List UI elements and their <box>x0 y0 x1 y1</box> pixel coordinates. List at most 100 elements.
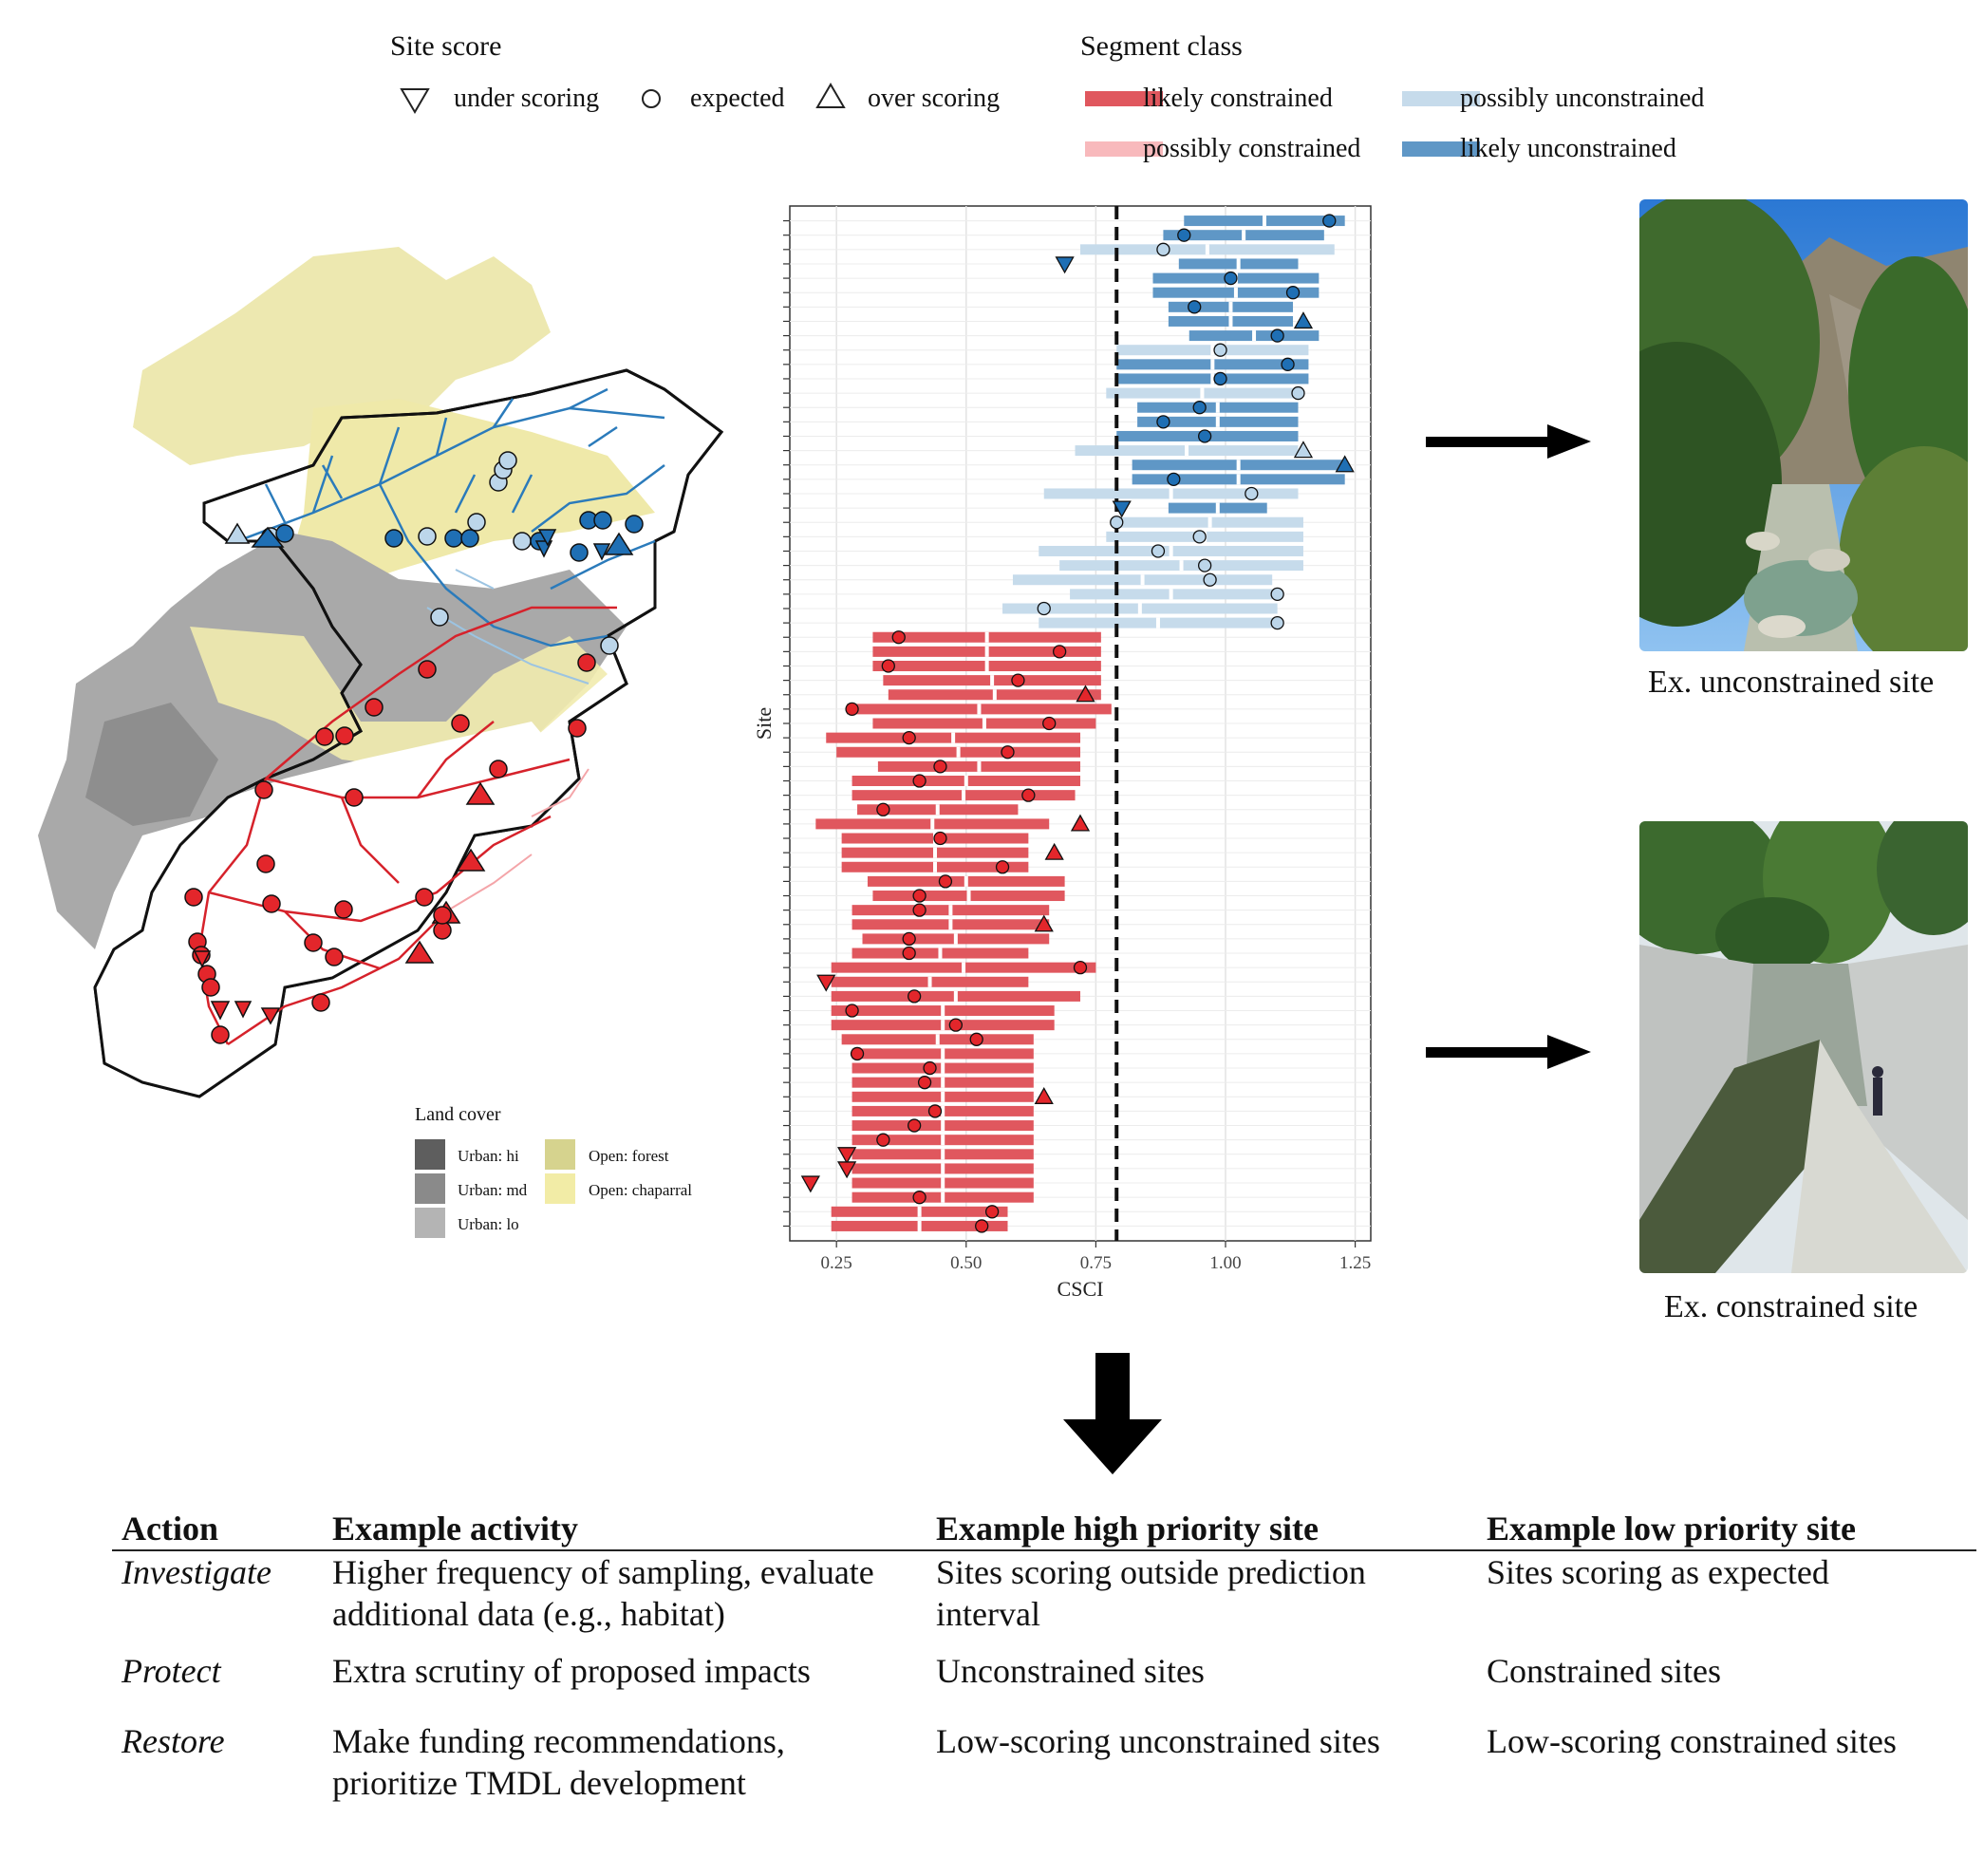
site-point-expected <box>923 1060 937 1076</box>
site-point-expected <box>1110 516 1124 530</box>
site-point-expected <box>1213 371 1227 386</box>
likely-unconstrained-label: likely unconstrained <box>1460 134 1676 163</box>
site-point-expected <box>1281 357 1295 371</box>
site-point-expected <box>902 931 916 947</box>
site-point-expected <box>1151 544 1166 558</box>
low-priority-cell: Constrained sites <box>1487 1652 1721 1690</box>
possibly-constrained-streams <box>445 768 590 912</box>
right-arrow-icon <box>1426 424 1591 459</box>
urban-hi-patch <box>85 703 218 826</box>
high-priority-cell: Sites scoring outside prediction interva… <box>936 1553 1366 1633</box>
median-tick <box>941 1091 945 1102</box>
site-point-expected <box>1270 615 1284 630</box>
site-point-expected <box>1192 401 1207 415</box>
median-tick <box>941 1020 945 1031</box>
median-tick <box>1137 603 1142 614</box>
constrained-caption: Ex. constrained site <box>1664 1289 1918 1324</box>
site-point-expected <box>969 1032 983 1046</box>
x-tick-label: 0.25 <box>821 1253 852 1273</box>
median-tick <box>953 990 958 1002</box>
header-example-activity: Example activity <box>323 1508 926 1551</box>
site-point-expected <box>927 1104 943 1118</box>
table-row: Protect Extra scrutiny of proposed impac… <box>112 1650 1976 1720</box>
median-tick <box>1236 474 1241 485</box>
header-high-priority: Example high priority site <box>926 1508 1477 1551</box>
median-tick <box>1215 402 1220 413</box>
land-cover-legend-title: Land cover <box>415 1104 501 1125</box>
urban-md-swatch <box>415 1173 445 1204</box>
median-tick <box>966 891 971 902</box>
site-point-over-scoring <box>1076 685 1095 703</box>
site-point-expected <box>1167 472 1181 486</box>
site-point-expected <box>984 1205 1000 1219</box>
median-tick <box>990 675 995 686</box>
median-tick <box>1155 617 1160 628</box>
median-tick <box>917 1220 922 1231</box>
site-point-under-scoring <box>816 974 836 992</box>
median-tick <box>938 947 943 959</box>
down-arrow-icon <box>1063 1353 1162 1474</box>
site-point-expected <box>845 702 859 717</box>
x-tick-label: 0.75 <box>1080 1253 1112 1273</box>
site-point-expected <box>1270 328 1284 343</box>
x-axis-ticks: 0.25 0.50 0.75 1.00 1.25 <box>821 1241 1371 1273</box>
open-forest-label: Open: forest <box>589 1147 669 1165</box>
median-tick <box>941 1149 945 1160</box>
expected-label: expected <box>690 84 785 113</box>
site-point-expected <box>891 630 906 645</box>
site-point-expected <box>1001 745 1015 760</box>
median-tick <box>1233 287 1238 298</box>
low-priority-cell: Sites scoring as expected <box>1487 1553 1829 1591</box>
median-tick <box>948 905 953 916</box>
median-tick <box>935 1034 940 1045</box>
csci-chart: 0.25 0.50 0.75 1.00 1.25 Site CSCI <box>752 205 1372 1301</box>
site-point-under-scoring <box>800 1175 820 1193</box>
open-chaparral-area <box>285 399 655 589</box>
median-tick <box>984 631 989 643</box>
action-cell: Protect <box>122 1652 221 1690</box>
urban-lo-swatch <box>415 1208 445 1238</box>
y-axis-label: Site <box>752 707 776 740</box>
under-scoring-symbol <box>400 88 430 114</box>
site-point-expected <box>1203 572 1217 587</box>
site-point-expected <box>1213 343 1227 357</box>
site-point-expected <box>1285 286 1301 300</box>
median-tick <box>941 1005 945 1017</box>
site-point-over-scoring <box>1034 1086 1054 1104</box>
median-tick <box>935 804 940 816</box>
x-tick-label: 1.25 <box>1339 1253 1371 1273</box>
site-point-expected <box>1021 788 1036 802</box>
median-tick <box>930 818 935 830</box>
site-points <box>800 214 1355 1233</box>
median-tick <box>941 1062 945 1074</box>
site-point-expected <box>1291 385 1305 401</box>
possibly-unconstrained-label: possibly unconstrained <box>1460 84 1705 113</box>
median-tick <box>941 1048 945 1060</box>
site-point-expected <box>1011 673 1025 687</box>
site-score-legend-title: Site score <box>390 30 502 62</box>
median-tick <box>1169 545 1173 556</box>
median-tick <box>962 962 966 973</box>
median-tick <box>1228 315 1233 327</box>
likely-constrained-label: likely constrained <box>1143 84 1333 113</box>
over-scoring-label: over scoring <box>868 84 1001 113</box>
median-tick <box>1252 330 1257 342</box>
median-tick <box>1169 488 1173 499</box>
open-chaparral-label: Open: chaparral <box>589 1181 693 1199</box>
map-site-markers <box>184 451 644 1044</box>
median-tick <box>1210 373 1215 385</box>
median-tick <box>1210 359 1215 370</box>
median-tick <box>917 1206 922 1217</box>
site-point-expected <box>1270 587 1284 602</box>
site-point-expected <box>1322 214 1337 228</box>
median-tick <box>948 919 953 930</box>
possibly-unconstrained-swatch <box>1402 91 1480 106</box>
y-axis-ticks <box>783 219 790 1228</box>
site-point-expected <box>902 946 916 961</box>
median-tick <box>927 976 932 987</box>
site-point-expected <box>876 1133 890 1147</box>
site-point-under-scoring <box>1055 256 1075 274</box>
median-tick <box>977 760 982 772</box>
median-tick <box>1262 216 1266 227</box>
median-tick <box>964 875 968 887</box>
